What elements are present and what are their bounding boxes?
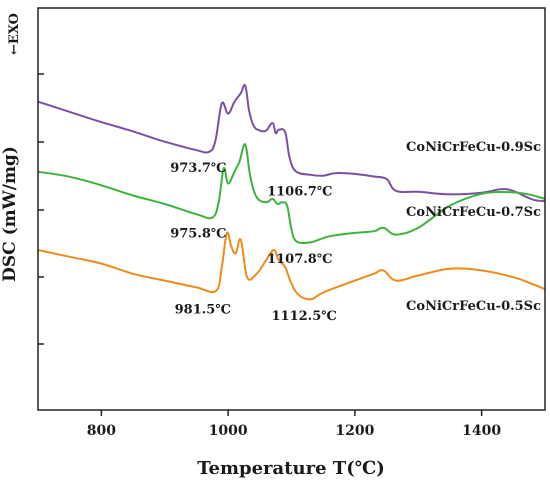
x-tick-label: 1400 — [462, 423, 501, 439]
plot-frame — [37, 7, 546, 411]
series-label-2: CoNiCrFeCu-0.7Sc — [406, 205, 541, 220]
peak-annotation: 1106.7℃ — [267, 185, 332, 200]
x-tick-label: 1200 — [335, 423, 374, 439]
peak-annotation: 981.5℃ — [175, 302, 231, 317]
peak-annotation: 1107.8℃ — [267, 252, 332, 267]
x-tick-label: 800 — [87, 423, 116, 439]
series-line-1 — [37, 83, 546, 203]
axis-layer: 800 1000 1200 1400 — [37, 7, 546, 439]
series-label-3: CoNiCrFeCu-0.5Sc — [406, 299, 541, 314]
peak-annotation: 975.8℃ — [170, 227, 226, 242]
label-layer: CoNiCrFeCu-0.9Sc CoNiCrFeCu-0.7Sc CoNiCrFe… — [170, 140, 541, 324]
y-axis-label: DSC (mW/mg) — [0, 146, 20, 282]
x-axis-label: Temperature T(℃) — [197, 458, 385, 479]
series-layer — [37, 83, 546, 301]
series-line-2 — [37, 143, 546, 245]
exo-direction-label: ←EXO — [7, 13, 22, 55]
x-tick-label: 1000 — [209, 423, 248, 439]
peak-annotation: 973.7℃ — [170, 161, 226, 176]
series-line-3 — [37, 231, 546, 301]
peak-annotation: 1112.5℃ — [272, 309, 337, 324]
series-label-1: CoNiCrFeCu-0.9Sc — [406, 140, 541, 155]
